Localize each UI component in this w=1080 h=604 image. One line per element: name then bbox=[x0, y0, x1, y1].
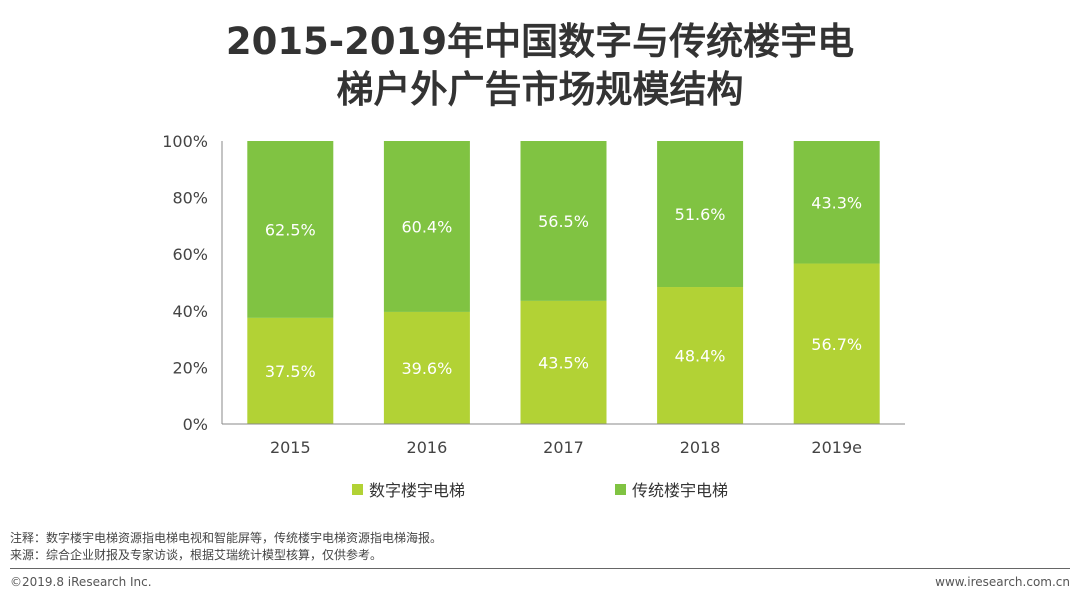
data-label: 39.6% bbox=[401, 359, 452, 378]
chart-notes: 注释：数字楼宇电梯资源指电梯电视和智能屏等，传统楼宇电梯资源指电梯海报。 来源：… bbox=[10, 530, 442, 564]
data-label: 37.5% bbox=[265, 362, 316, 381]
title-line-1: 2015-2019年中国数字与传统楼宇电 bbox=[225, 20, 855, 63]
x-tick-label: 2016 bbox=[407, 438, 448, 457]
bar-traditional bbox=[520, 141, 607, 301]
chart-legend: 数字楼宇电梯 传统楼宇电梯 bbox=[0, 477, 1080, 501]
bar-traditional bbox=[383, 141, 470, 312]
x-tick-label: 2015 bbox=[270, 438, 311, 457]
title-line-2: 梯户外广告市场规模结构 bbox=[336, 68, 744, 111]
y-tick-label: 20% bbox=[172, 358, 208, 377]
x-tick-label: 2017 bbox=[543, 438, 584, 457]
legend-swatch-digital bbox=[351, 483, 363, 495]
y-tick-label: 60% bbox=[172, 245, 208, 264]
x-tick-label: 2018 bbox=[680, 438, 721, 457]
data-label: 60.4% bbox=[401, 217, 452, 236]
data-label: 56.5% bbox=[538, 212, 589, 231]
y-tick-label: 80% bbox=[172, 189, 208, 208]
y-tick-label: 40% bbox=[172, 302, 208, 321]
data-label: 56.7% bbox=[811, 335, 862, 354]
chart-title: 2015-2019年中国数字与传统楼宇电 梯户外广告市场规模结构 bbox=[0, 18, 1080, 114]
legend-item-traditional: 传统楼宇电梯 bbox=[615, 477, 728, 501]
legend-label-digital: 数字楼宇电梯 bbox=[368, 481, 465, 500]
bar-traditional bbox=[657, 141, 744, 288]
website-link[interactable]: www.iresearch.com.cn bbox=[935, 575, 1070, 589]
stacked-bar-chart: 0% 20% 40% 60% 80% 100% 37.5% 62.5% 2015 39.6% 60.… bbox=[162, 132, 905, 457]
source-line: 来源：综合企业财报及专家访谈，根据艾瑞统计模型核算，仅供参考。 bbox=[10, 548, 383, 562]
y-tick-label: 100% bbox=[162, 132, 208, 151]
bar-digital bbox=[247, 317, 334, 424]
copyright-text: ©2019.8 iResearch Inc. bbox=[10, 575, 152, 589]
legend-label-traditional: 传统楼宇电梯 bbox=[632, 481, 729, 500]
data-label: 62.5% bbox=[265, 220, 316, 239]
data-label: 51.6% bbox=[675, 205, 726, 224]
bar-digital bbox=[657, 287, 744, 424]
data-label: 43.3% bbox=[811, 193, 862, 212]
bar-digital bbox=[383, 311, 470, 424]
data-label: 48.4% bbox=[675, 347, 726, 366]
x-tick-label: 2019e bbox=[811, 438, 862, 457]
bar-traditional bbox=[793, 141, 880, 264]
bar-digital bbox=[520, 300, 607, 424]
data-label: 43.5% bbox=[538, 353, 589, 372]
legend-item-digital: 数字楼宇电梯 bbox=[351, 477, 465, 501]
note-line: 注释：数字楼宇电梯资源指电梯电视和智能屏等，传统楼宇电梯资源指电梯海报。 bbox=[10, 531, 443, 545]
footer-divider bbox=[10, 568, 1070, 569]
y-tick-label: 0% bbox=[183, 415, 208, 434]
legend-swatch-traditional bbox=[615, 483, 626, 495]
bar-digital bbox=[793, 263, 880, 424]
bar-traditional bbox=[247, 141, 334, 318]
